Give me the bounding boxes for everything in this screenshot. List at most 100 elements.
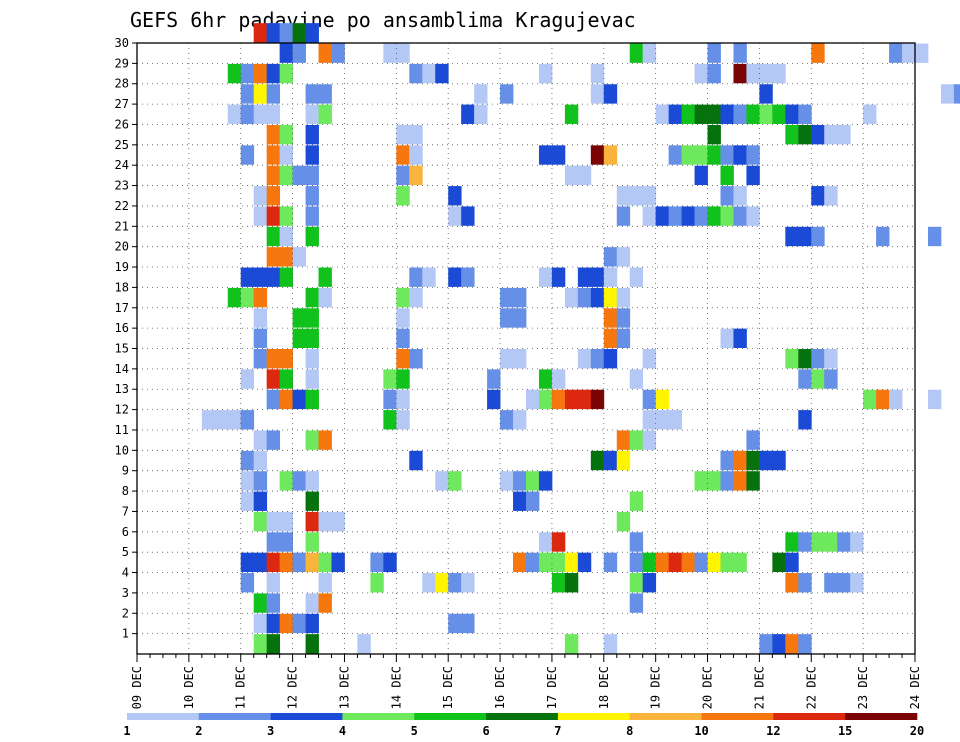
heatmap-cell: [305, 369, 319, 389]
heatmap-cell: [785, 634, 799, 654]
heatmap-cell: [590, 63, 605, 84]
heatmap-cell: [266, 369, 281, 389]
heatmap-cell: [253, 593, 268, 613]
heatmap-cell: [279, 267, 293, 287]
heatmap-cell: [785, 573, 799, 593]
heatmap-cell: [733, 145, 747, 165]
legend-swatch: [773, 713, 846, 720]
x-tick-label: 11 DEC: [234, 666, 248, 709]
heatmap-cell: [577, 165, 592, 186]
heatmap-cell: [720, 145, 734, 165]
heatmap-cell: [564, 634, 579, 654]
heatmap-cell: [629, 267, 644, 287]
heatmap-cell: [798, 104, 812, 124]
y-tick-label: 15: [115, 342, 129, 356]
heatmap-cell: [240, 471, 255, 491]
heatmap-cell: [396, 124, 410, 145]
heatmap-cell: [305, 430, 319, 450]
heatmap-cell: [474, 84, 488, 104]
legend-label: 2: [195, 724, 202, 738]
chart-title: GEFS 6hr padavine po ansamblima Kragujev…: [130, 8, 636, 32]
heatmap-cell: [292, 308, 306, 328]
y-tick-label: 30: [115, 36, 129, 50]
heatmap-cell: [876, 226, 890, 247]
x-tick-label: 10 DEC: [182, 666, 196, 709]
heatmap-cell: [551, 369, 566, 389]
heatmap-cell: [305, 226, 319, 247]
heatmap-cell: [318, 593, 332, 613]
heatmap-cell: [577, 552, 592, 573]
heatmap-cell: [824, 369, 838, 389]
heatmap-cell: [785, 532, 799, 552]
heatmap-cell: [318, 43, 332, 63]
heatmap-cell: [305, 124, 319, 145]
heatmap-cell: [707, 552, 721, 573]
heatmap-cell: [240, 491, 255, 511]
heatmap-cell: [227, 63, 242, 84]
heatmap-cell: [551, 573, 566, 593]
y-tick-label: 20: [115, 240, 129, 254]
heatmap-cell: [370, 552, 384, 573]
heatmap-cell: [396, 389, 410, 410]
y-tick-label: 29: [115, 56, 129, 70]
heatmap-cell: [720, 450, 734, 471]
heatmap-cell: [279, 613, 293, 634]
heatmap-cell: [253, 634, 268, 654]
y-tick-label: 28: [115, 77, 129, 91]
heatmap-cell: [759, 84, 773, 104]
heatmap-cell: [279, 63, 293, 84]
heatmap-cell: [396, 43, 410, 63]
legend-swatch: [414, 713, 487, 720]
y-tick-label: 16: [115, 321, 129, 335]
heatmap-cell: [551, 145, 566, 165]
heatmap-cell: [694, 145, 708, 165]
heatmap-cell: [538, 471, 553, 491]
heatmap-cell: [733, 552, 747, 573]
heatmap-cell: [616, 186, 631, 206]
heatmap-cell: [811, 226, 825, 247]
heatmap-cell: [409, 63, 423, 84]
heatmap-cell: [837, 124, 851, 145]
heatmap-cell: [266, 165, 281, 186]
heatmap-cell: [318, 573, 332, 593]
heatmap-cell: [305, 165, 319, 186]
heatmap-cell: [266, 613, 281, 634]
heatmap-cell: [720, 186, 734, 206]
heatmap-cell: [915, 43, 929, 63]
heatmap-cell: [435, 471, 449, 491]
heatmap-cell: [513, 287, 527, 308]
heatmap-cell: [577, 287, 592, 308]
heatmap-cell: [266, 63, 281, 84]
heatmap-cell: [824, 349, 838, 369]
heatmap-cell: [798, 410, 812, 430]
heatmap-cell: [759, 450, 773, 471]
legend-swatch: [629, 713, 702, 720]
heatmap-cell: [811, 124, 825, 145]
heatmap-cell: [733, 186, 747, 206]
heatmap-cell: [305, 552, 319, 573]
heatmap-cell: [629, 186, 644, 206]
heatmap-cell: [681, 104, 695, 124]
heatmap-cell: [253, 267, 268, 287]
heatmap-cell: [707, 145, 721, 165]
heatmap-cell: [772, 104, 786, 124]
heatmap-cell: [733, 471, 747, 491]
y-tick-label: 3: [122, 586, 129, 600]
heatmap-cell: [500, 410, 514, 430]
legend-label: 7: [554, 724, 561, 738]
heatmap-cell: [266, 23, 281, 43]
heatmap-cell: [850, 573, 864, 593]
heatmap-cell: [564, 389, 579, 410]
heatmap-cell: [279, 532, 293, 552]
legend-label: 5: [411, 724, 418, 738]
heatmap-cell: [422, 267, 436, 287]
heatmap-cell: [201, 410, 216, 430]
heatmap-cell: [759, 63, 773, 84]
heatmap-cell: [253, 23, 268, 43]
heatmap-cell: [266, 532, 281, 552]
y-tick-label: 18: [115, 280, 129, 294]
heatmap-cell: [655, 104, 670, 124]
heatmap-cell: [396, 328, 410, 348]
heatmap-cell: [616, 206, 631, 226]
heatmap-cell: [305, 389, 319, 410]
